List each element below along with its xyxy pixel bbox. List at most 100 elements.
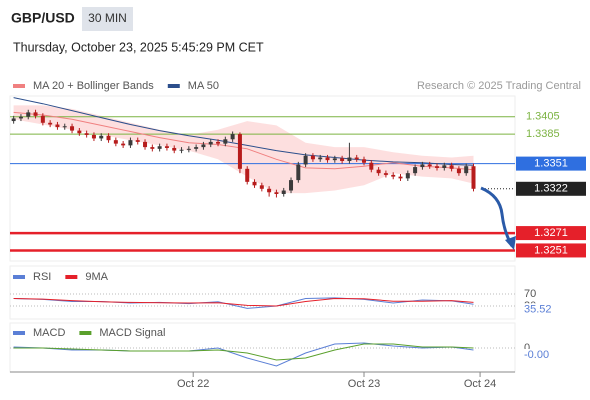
legend-label: RSI (33, 271, 51, 283)
candle-body (237, 134, 242, 169)
credit: Research © 2025 Trading Central (417, 80, 581, 92)
candle-body (442, 165, 447, 168)
series-line (13, 111, 474, 171)
candle-body (201, 144, 206, 148)
candle-body (281, 190, 286, 194)
rsi-panel (9, 265, 516, 320)
value-tag: 1.3405 (526, 111, 560, 123)
candle-body (113, 140, 118, 144)
candle-body (186, 148, 191, 150)
legend-label: MA 50 (188, 80, 219, 92)
candle-body (40, 115, 45, 123)
candle-body (405, 173, 410, 179)
interval-box (82, 7, 133, 31)
value-tag: -0.00 (524, 349, 549, 361)
candle-body (11, 118, 16, 122)
candle-body (230, 134, 235, 140)
candle-body (303, 155, 308, 165)
value-tag-bg (518, 303, 558, 316)
candle-body (464, 166, 469, 174)
legend-label: MACD Signal (99, 327, 165, 339)
candle-body (216, 141, 221, 144)
candle-body (420, 164, 425, 168)
candle-body (456, 168, 461, 174)
candle-body (70, 126, 75, 131)
forecast-arrow (480, 186, 514, 247)
candle-body (106, 135, 111, 141)
candle-body (347, 157, 352, 161)
candle-body (26, 112, 31, 117)
value-tag: 1.3385 (526, 128, 560, 140)
value-tag: 1.3351 (534, 158, 568, 170)
candle-body (267, 188, 272, 193)
value-tag: 35.52 (524, 303, 552, 315)
candle-body (18, 116, 23, 119)
candle-body (289, 180, 294, 191)
forecast-arrow-head (505, 236, 516, 250)
price-panel (9, 95, 516, 262)
candle-body (33, 112, 38, 116)
candle-body (48, 122, 53, 125)
candle-body (296, 164, 301, 181)
candle-body (325, 157, 330, 161)
candle-body (77, 130, 82, 134)
candle-body (55, 124, 60, 128)
candle-body (150, 147, 155, 149)
legend-label: MA 20 + Bollinger Bands (33, 80, 154, 92)
candle-body (383, 173, 388, 175)
value-tag: 1.3271 (534, 227, 568, 239)
candle-body (164, 146, 169, 148)
candle-body (362, 159, 367, 163)
candle-body (84, 133, 89, 135)
candle-body (172, 147, 177, 151)
candle-body (391, 174, 396, 177)
bollinger-band (13, 105, 474, 194)
candle-body (340, 158, 345, 161)
candle-body (91, 134, 96, 139)
symbol: GBP/USD (11, 10, 75, 26)
candle-body (223, 139, 228, 144)
series-line (13, 297, 474, 307)
candle-body (427, 164, 432, 167)
candle-body (435, 166, 440, 168)
legend-label: 9MA (85, 271, 108, 283)
value-tag-box (516, 181, 586, 196)
series-line (13, 97, 474, 166)
candle-body (376, 169, 381, 174)
candle-body (449, 165, 454, 169)
plot-layer: MA 20 + Bollinger Bands MA 50 1.3405 1.3385… (10, 80, 586, 390)
candle-body (194, 147, 199, 149)
candle-body (259, 185, 264, 189)
legend-label: MACD (33, 327, 65, 339)
interval: 30 MIN (88, 11, 127, 25)
candle-body (413, 167, 418, 174)
candle-body (135, 140, 140, 142)
timestamp: Thursday, October 23, 2025 5:45:29 PM CE… (13, 40, 264, 54)
candle-body (310, 155, 315, 160)
y-tick-label: 70 (524, 288, 536, 300)
x-tick-label: Oct 22 (177, 378, 209, 390)
candle-body (274, 192, 279, 194)
candle-body (208, 141, 213, 145)
candle-body (128, 140, 133, 146)
candle-body (121, 143, 126, 146)
candle-body (332, 158, 337, 161)
candle-body (471, 166, 476, 189)
candle-body (369, 162, 374, 170)
candle-body (62, 126, 67, 128)
candle-body (398, 176, 403, 179)
series-line (13, 343, 474, 361)
candle-body (245, 168, 250, 182)
value-tag: 1.3251 (534, 244, 568, 256)
value-tag-box (516, 156, 586, 171)
candle-body (354, 157, 359, 160)
candle-body (318, 157, 323, 160)
value-tag-box (516, 243, 586, 258)
candle-body (252, 181, 257, 186)
x-tick-label: Oct 23 (348, 378, 380, 390)
y-tick-label: 0 (524, 342, 530, 354)
value-tag: 1.3322 (534, 183, 568, 195)
candle-body (179, 149, 184, 151)
